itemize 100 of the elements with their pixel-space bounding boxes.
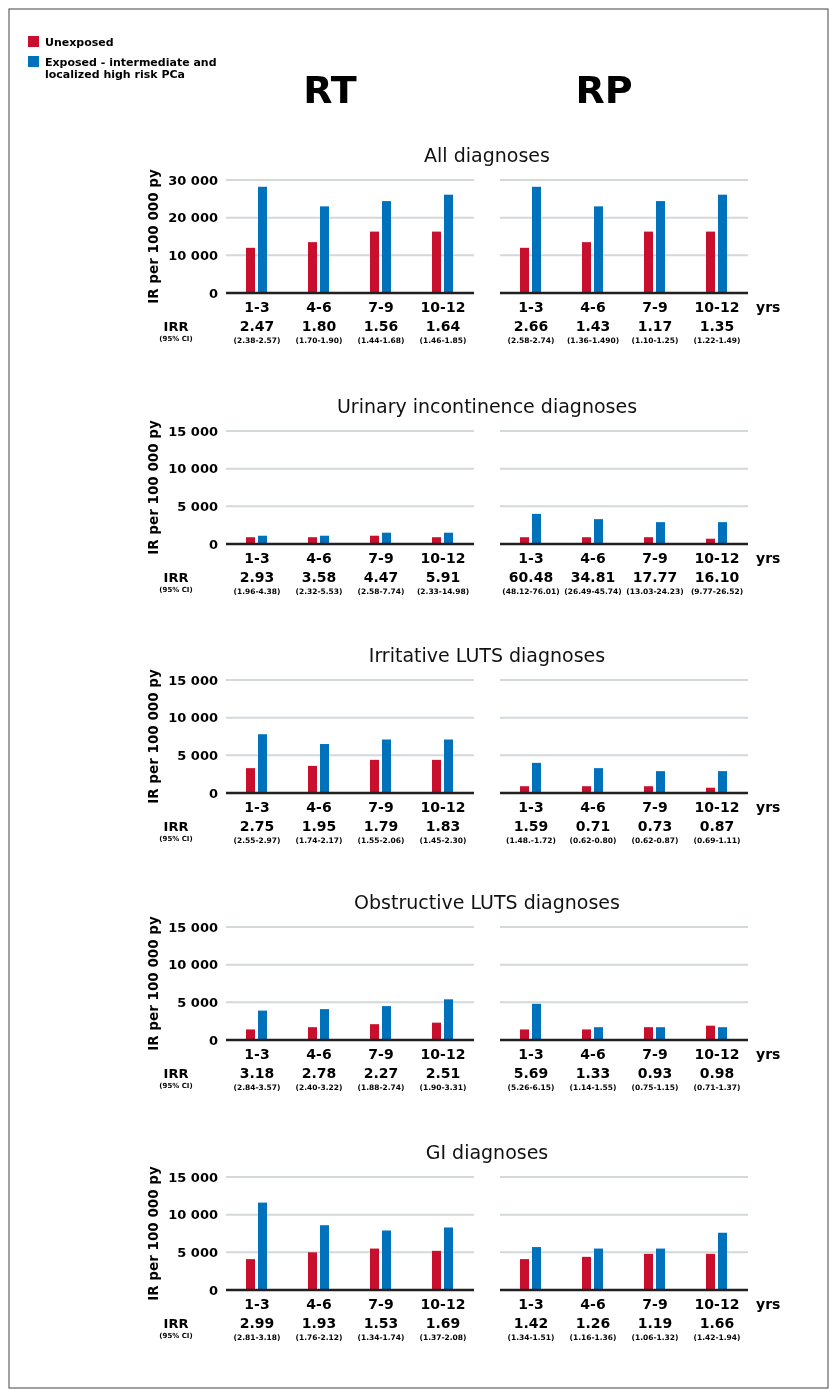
x-tick-label: 4-6 — [580, 799, 606, 815]
bar — [718, 771, 727, 793]
y-tick-label: 10 000 — [168, 1207, 218, 1223]
bar — [594, 768, 603, 793]
x-axis-title: yrs — [756, 299, 781, 315]
bar — [246, 1259, 255, 1290]
text: 3.58 — [301, 569, 337, 585]
x-tick-label: 10-12 — [420, 799, 466, 815]
x-tick-label: 10-12 — [420, 299, 466, 315]
text: 2.99 — [239, 1315, 275, 1331]
bar — [520, 247, 529, 293]
bar — [656, 1248, 665, 1290]
y-tick-label: 10 000 — [168, 710, 218, 726]
text: 3.18 — [239, 1065, 275, 1081]
bar — [258, 1202, 267, 1290]
bar — [656, 201, 665, 293]
bar — [432, 1250, 441, 1290]
bar — [382, 1230, 391, 1290]
text: 1.19 — [637, 1315, 673, 1331]
x-tick-label: 7-9 — [368, 1046, 394, 1062]
text: 1.42 — [513, 1315, 549, 1331]
chart-title: Irritative LUTS diagnoses — [368, 644, 606, 666]
bar — [706, 231, 715, 293]
bar — [532, 1247, 541, 1290]
x-axis-title: yrs — [756, 799, 781, 815]
x-tick-label: 10-12 — [420, 1296, 466, 1312]
x-tick-label: 10-12 — [420, 1046, 466, 1062]
text: IRR — [163, 319, 189, 334]
chart-subtitle: RP — [575, 68, 633, 112]
bar — [582, 1029, 591, 1040]
bar — [444, 194, 453, 293]
x-tick-label: 7-9 — [368, 1296, 394, 1312]
bar — [246, 768, 255, 793]
x-tick-label: 4-6 — [306, 1046, 332, 1062]
bar — [370, 231, 379, 293]
y-tick-label: 5 000 — [177, 747, 218, 763]
bar — [320, 1009, 329, 1040]
y-axis-title: IR per 100 000 py — [145, 916, 161, 1051]
x-tick-label: 7-9 — [368, 299, 394, 315]
y-tick-label: 5 000 — [177, 994, 218, 1010]
y-tick-label: 20 000 — [168, 210, 218, 226]
y-tick-label: 10 000 — [168, 247, 218, 263]
x-tick-label: 1-3 — [244, 1296, 270, 1312]
x-tick-label: 4-6 — [580, 1046, 606, 1062]
bar — [656, 522, 665, 544]
bar — [382, 1006, 391, 1040]
bar — [520, 1259, 529, 1290]
bar — [706, 1025, 715, 1040]
legend-label: Unexposed — [45, 36, 114, 49]
text: 2.93 — [239, 569, 275, 585]
text: 16.10 — [694, 569, 740, 585]
text: 1.35 — [699, 318, 735, 334]
y-axis-title: IR per 100 000 py — [145, 669, 161, 804]
y-tick-label: 15 000 — [168, 423, 218, 439]
text: 1.56 — [363, 318, 399, 334]
bar — [320, 744, 329, 793]
chart-title: All diagnoses — [424, 144, 550, 166]
x-tick-label: 7-9 — [642, 1296, 668, 1312]
x-tick-label: 4-6 — [580, 550, 606, 566]
text: 1.53 — [363, 1315, 399, 1331]
x-tick-label: 7-9 — [642, 799, 668, 815]
bar — [582, 242, 591, 293]
text: 60.48 — [508, 569, 554, 585]
x-tick-label: 10-12 — [694, 1046, 740, 1062]
bar — [444, 999, 453, 1040]
text: 34.81 — [570, 569, 616, 585]
text: 1.93 — [301, 1315, 337, 1331]
bar — [520, 1029, 529, 1040]
x-tick-label: 1-3 — [518, 1046, 544, 1062]
x-axis-title: yrs — [756, 550, 781, 566]
bar — [594, 519, 603, 544]
bar — [594, 1248, 603, 1290]
text: 0.98 — [699, 1065, 735, 1081]
x-tick-label: 1-3 — [244, 799, 270, 815]
x-tick-label: 1-3 — [244, 1046, 270, 1062]
text: 1.66 — [699, 1315, 735, 1331]
x-axis-title: yrs — [756, 1046, 781, 1062]
y-tick-label: 30 000 — [168, 172, 218, 188]
text: 2.66 — [513, 318, 549, 334]
y-tick-label: 15 000 — [168, 919, 218, 935]
y-tick-label: 0 — [208, 785, 218, 801]
chart-title: Urinary incontinence diagnoses — [336, 395, 638, 417]
y-tick-label: 10 000 — [168, 957, 218, 973]
bar — [656, 771, 665, 793]
y-tick-label: 5 000 — [177, 498, 218, 514]
text: 1.95 — [301, 818, 337, 834]
bar — [382, 201, 391, 293]
bar — [246, 247, 255, 293]
y-tick-label: 5 000 — [177, 1244, 218, 1260]
x-tick-label: 1-3 — [518, 1296, 544, 1312]
legend-label: Exposed - intermediate and localized high risk PCa — [45, 56, 217, 81]
bar — [320, 1225, 329, 1290]
bar — [432, 231, 441, 293]
x-tick-label: 1-3 — [518, 299, 544, 315]
bar — [370, 1248, 379, 1290]
x-tick-label: 10-12 — [694, 799, 740, 815]
text: IRR — [163, 1066, 189, 1081]
text: 2.75 — [239, 818, 275, 834]
bar — [594, 206, 603, 293]
text: IRR — [163, 1316, 189, 1331]
